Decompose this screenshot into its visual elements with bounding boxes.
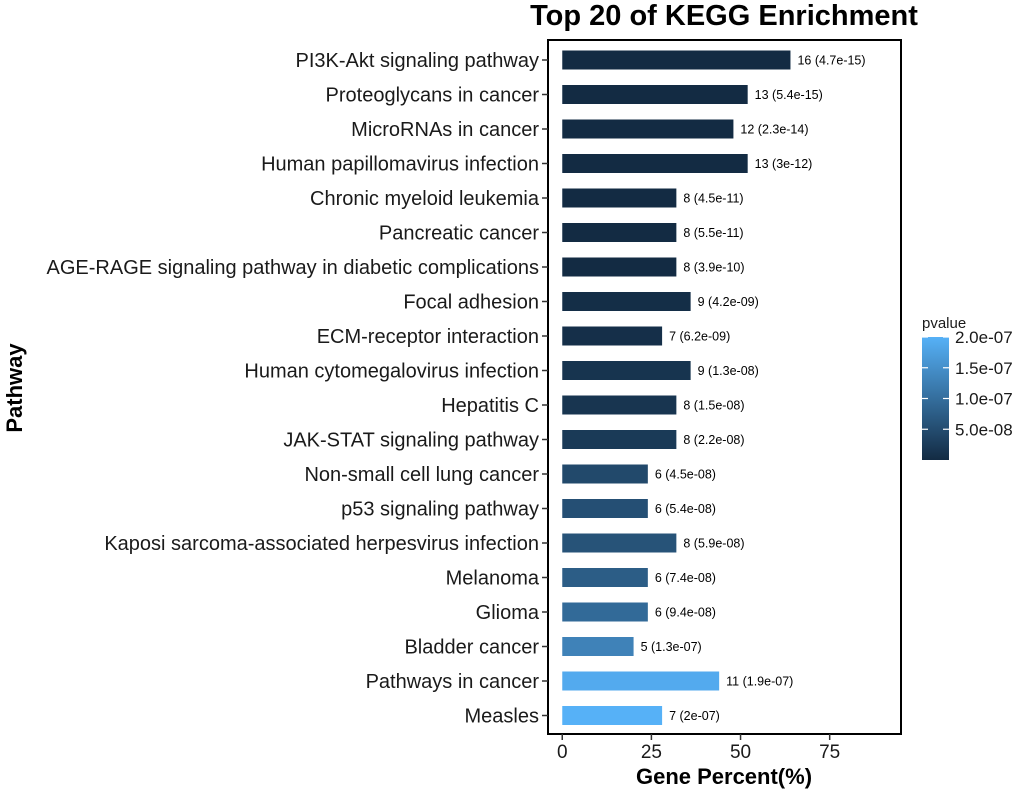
bar-data-label: 12 (2.3e-14)	[740, 123, 808, 137]
category-label: MicroRNAs in cancer	[351, 119, 539, 141]
x-axis-title: Gene Percent(%)	[636, 764, 812, 789]
category-label: Human cytomegalovirus infection	[244, 361, 539, 383]
bar-data-label: 8 (1.5e-08)	[683, 399, 744, 413]
bar	[562, 464, 648, 484]
bar	[562, 257, 677, 277]
bar	[562, 637, 634, 656]
bar-data-label: 6 (5.4e-08)	[655, 502, 716, 516]
category-label: Proteoglycans in cancer	[326, 85, 540, 107]
bar-data-label: 6 (9.4e-08)	[655, 606, 716, 620]
x-tick-label: 0	[557, 742, 568, 763]
category-ticks	[542, 59, 548, 717]
bar	[562, 533, 677, 553]
bar	[562, 706, 663, 725]
legend-ticks: 2.0e-07 1.5e-07 1.0e-07 5.0e-08	[922, 328, 1013, 439]
category-label: JAK-STAT signaling pathway	[283, 430, 539, 452]
data-labels: 16 (4.7e-15) 13 (5.4e-15) 12 (2.3e-14) 13 (…	[641, 54, 866, 724]
legend-tick-label: 5.0e-08	[955, 420, 1013, 439]
y-axis-title: Pathway	[2, 343, 27, 433]
x-tick-label: 50	[730, 742, 751, 763]
bar	[562, 154, 748, 173]
category-label: Chronic myeloid leukemia	[310, 188, 540, 210]
legend-title: pvalue	[922, 315, 966, 332]
category-label: Non-small cell lung cancer	[304, 464, 539, 486]
bar-data-label: 13 (3e-12)	[755, 157, 813, 171]
category-label: AGE-RAGE signaling pathway in diabetic c…	[47, 257, 539, 279]
bar-data-label: 9 (1.3e-08)	[698, 364, 759, 378]
bar	[562, 395, 677, 415]
bar-data-label: 16 (4.7e-15)	[797, 54, 865, 68]
bar-data-label: 8 (5.5e-11)	[683, 226, 743, 240]
bar	[562, 568, 648, 587]
bar-data-label: 8 (5.9e-08)	[683, 537, 744, 551]
category-label: Melanoma	[446, 568, 540, 590]
legend-tick-label: 1.0e-07	[955, 390, 1013, 409]
bar-data-label: 5 (1.3e-07)	[641, 640, 702, 654]
plot-panel-border	[547, 39, 902, 735]
legend: pvalue 2.0e-07 1.5e-07 1.0e-07 5.0e-08	[922, 315, 1013, 460]
bar-data-label: 8 (3.9e-10)	[683, 261, 744, 275]
legend-tick-label: 1.5e-07	[955, 359, 1013, 378]
bar	[562, 430, 677, 449]
category-labels: PI3K-Akt signaling pathway Proteoglycans …	[47, 50, 540, 728]
category-label: Hepatitis C	[441, 395, 539, 417]
category-label: Glioma	[476, 602, 540, 624]
bar	[562, 326, 663, 346]
bar	[562, 85, 748, 104]
bar	[562, 223, 677, 242]
category-label: Bladder cancer	[404, 637, 539, 659]
x-tick-label: 75	[819, 742, 840, 763]
bar-data-label: 7 (2e-07)	[669, 709, 720, 723]
x-axis-ticks: 0 25 50 75	[557, 734, 840, 763]
bar-data-label: 13 (5.4e-15)	[755, 88, 823, 102]
bar	[562, 499, 648, 518]
bar-data-label: 8 (4.5e-11)	[683, 192, 743, 206]
bar	[562, 50, 791, 70]
chart-title: Top 20 of KEGG Enrichment	[530, 0, 918, 32]
bar-data-label: 9 (4.2e-09)	[698, 295, 759, 309]
category-label: Kaposi sarcoma-associated herpesvirus in…	[104, 533, 539, 555]
x-tick-label: 25	[641, 742, 662, 763]
bar-data-label: 6 (4.5e-08)	[655, 468, 716, 482]
category-label: p53 signaling pathway	[341, 499, 539, 521]
category-label: Pathways in cancer	[366, 671, 540, 693]
category-label: Focal adhesion	[403, 292, 539, 314]
category-label: ECM-receptor interaction	[317, 326, 539, 348]
category-label: Measles	[465, 706, 539, 728]
category-label: PI3K-Akt signaling pathway	[296, 50, 539, 72]
bar	[562, 119, 734, 139]
bar	[562, 188, 677, 208]
bar	[562, 292, 691, 311]
bar-data-label: 8 (2.2e-08)	[683, 433, 744, 447]
category-label: Pancreatic cancer	[379, 223, 539, 245]
legend-tick-label: 2.0e-07	[955, 328, 1013, 347]
category-label: Human papillomavirus infection	[261, 154, 539, 176]
bar-data-label: 11 (1.9e-07)	[726, 675, 793, 689]
bars	[562, 50, 791, 725]
bar-data-label: 7 (6.2e-09)	[669, 330, 730, 344]
bar	[562, 602, 648, 622]
bar-data-label: 6 (7.4e-08)	[655, 571, 716, 585]
bar	[562, 361, 691, 380]
bar	[562, 671, 720, 691]
